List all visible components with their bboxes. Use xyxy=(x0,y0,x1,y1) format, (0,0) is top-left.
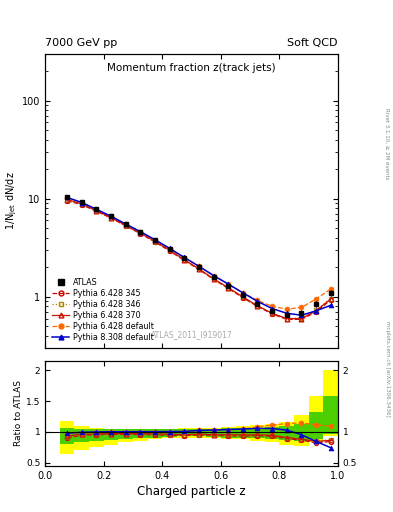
Y-axis label: Ratio to ATLAS: Ratio to ATLAS xyxy=(14,380,23,446)
Text: Momentum fraction z(track jets): Momentum fraction z(track jets) xyxy=(107,62,276,73)
Text: 7000 GeV pp: 7000 GeV pp xyxy=(45,38,118,48)
X-axis label: Charged particle z: Charged particle z xyxy=(137,485,246,498)
Y-axis label: $\mathregular{1/N_{jet}\ dN/dz}$: $\mathregular{1/N_{jet}\ dN/dz}$ xyxy=(5,172,19,230)
Legend: ATLAS, Pythia 6.428 345, Pythia 6.428 346, Pythia 6.428 370, Pythia 6.428 defaul: ATLAS, Pythia 6.428 345, Pythia 6.428 34… xyxy=(49,275,156,344)
Text: ATLAS_2011_I919017: ATLAS_2011_I919017 xyxy=(151,330,233,339)
Text: Rivet 3.1.10, ≥ 2M events: Rivet 3.1.10, ≥ 2M events xyxy=(385,108,389,179)
Text: mcplots.cern.ch [arXiv:1306.3436]: mcplots.cern.ch [arXiv:1306.3436] xyxy=(385,321,389,416)
Text: Soft QCD: Soft QCD xyxy=(288,38,338,48)
